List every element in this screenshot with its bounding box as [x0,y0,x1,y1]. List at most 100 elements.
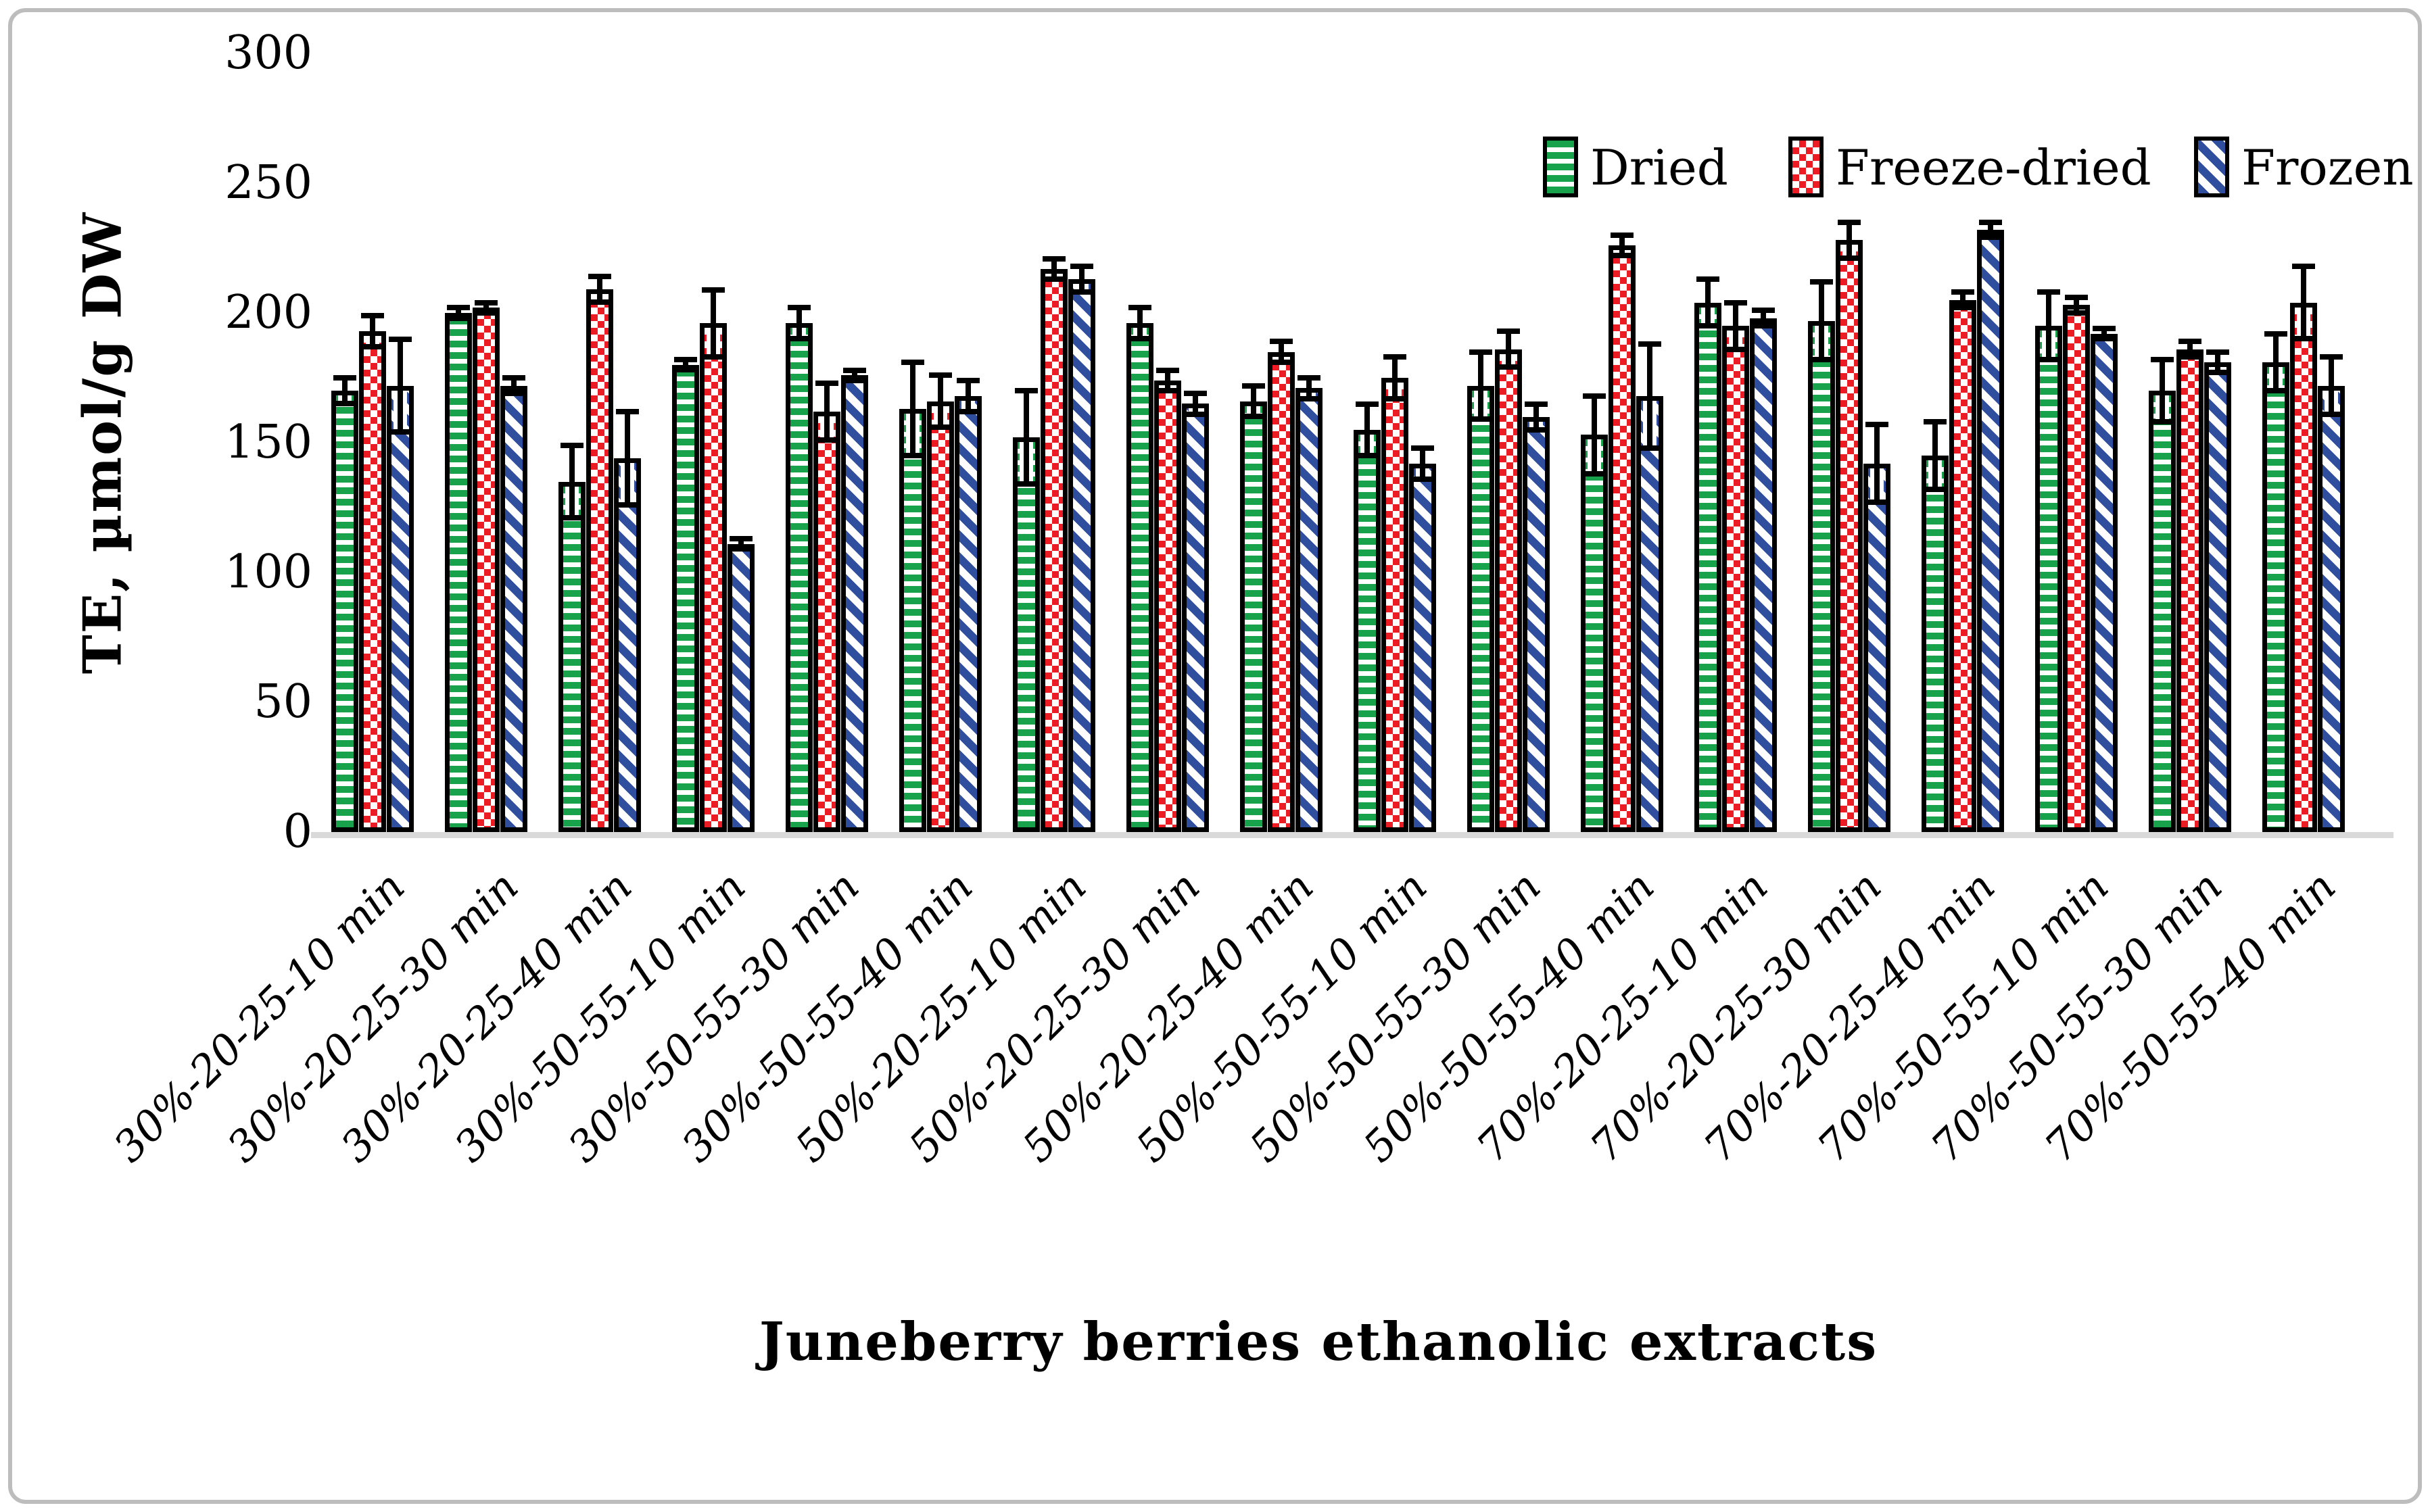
bar-frozen-13 [1863,463,1890,832]
error-bar [511,375,517,391]
bar-freeze-dried-9 [1381,378,1408,832]
y-tick-label: 50 [254,675,312,729]
error-bar [447,305,470,311]
error-bar [1128,336,1151,342]
bar-freeze-dried-17 [2290,302,2317,832]
error-bar [815,437,838,443]
error-bar [1297,395,1320,401]
bar-dried-14 [1922,456,1949,832]
error-bar [1392,354,1398,383]
error-bar [934,406,947,430]
error-bar [1724,346,1747,352]
error-bar [1815,325,1828,362]
error-bar [1356,453,1379,459]
error-bar [1364,401,1370,435]
error-bar [2151,419,2174,425]
bar-dried-6 [1013,437,1040,832]
error-bar [2264,331,2287,337]
bar-frozen-16 [2204,362,2231,832]
bar-frozen-17 [2318,385,2345,832]
error-bar [910,360,915,414]
error-bar [1079,264,1085,285]
legend-label-frozen: Frozen [2241,139,2414,196]
bar-freeze-dried-6 [1041,268,1068,832]
error-bar [1643,400,1657,451]
error-bar [901,453,924,459]
error-bar [1924,419,1947,425]
bar-dried-13 [1808,320,1835,832]
error-bar [2160,357,2165,396]
error-bar [1951,305,1974,311]
error-bar [938,372,943,406]
error-bar [597,274,602,295]
error-bar [2187,339,2193,354]
error-bar [1696,276,1719,283]
error-bar [1043,276,1066,282]
error-bar [1870,468,1884,506]
legend-swatch-freeze-dried [1788,137,1824,197]
error-bar [1497,364,1520,370]
error-bar [447,315,470,321]
error-bar [1242,414,1265,420]
error-bar [2325,390,2338,417]
error-bar [901,360,924,366]
bar-frozen-1 [500,385,527,832]
bar-dried-10 [1467,385,1494,832]
error-bar [702,287,725,293]
error-bar [1696,323,1719,329]
error-bar [2093,326,2116,332]
error-bar [1810,356,1833,362]
error-bar [361,313,384,318]
error-bar [1270,359,1293,365]
error-bar [2264,388,2287,394]
error-bar [2101,326,2107,339]
error-bar [815,380,838,386]
error-bar [1251,383,1256,406]
bar-dried-5 [899,409,926,832]
bar-frozen-15 [2091,333,2118,832]
error-bar [2093,336,2116,342]
error-bar [1306,375,1312,393]
error-bar [342,375,348,396]
error-bar [1165,367,1170,385]
bar-dried-11 [1581,435,1608,832]
bar-dried-4 [786,323,813,832]
error-bar [1583,470,1606,477]
error-bar [398,336,403,391]
error-bar [1015,481,1038,487]
error-bar [2178,339,2201,345]
bar-frozen-6 [1068,279,1095,832]
error-bar [1137,305,1143,328]
error-bar [843,377,866,383]
bar-dried-3 [672,364,699,832]
error-bar [1525,401,1548,407]
error-bar [957,378,980,383]
error-bar [674,357,697,363]
error-bar [2074,295,2079,310]
bar-frozen-14 [1977,230,2004,832]
error-bar [1356,401,1379,407]
bar-frozen-3 [728,543,755,832]
bar-freeze-dried-1 [473,308,500,832]
bar-freeze-dried-5 [927,401,954,832]
bar-freeze-dried-11 [1609,245,1636,832]
error-bar [1411,445,1434,451]
bar-frozen-9 [1409,463,1436,832]
error-bar [588,274,611,280]
error-bar [1979,219,2002,225]
error-bar [1733,299,1738,331]
error-bar [1819,279,1824,326]
error-bar [483,299,489,313]
error-bar [1705,276,1711,308]
error-bar [820,416,834,443]
error-bar [1874,422,1880,468]
bar-dried-16 [2149,391,2176,832]
y-tick-label: 200 [224,286,312,339]
error-bar [957,408,980,414]
x-axis-title: Juneberry berries ethanolic extracts [759,1311,1878,1373]
legend-label-dried: Dried [1590,139,1728,196]
error-bar [1588,439,1601,477]
error-bar [2301,264,2306,308]
error-bar [707,328,720,360]
